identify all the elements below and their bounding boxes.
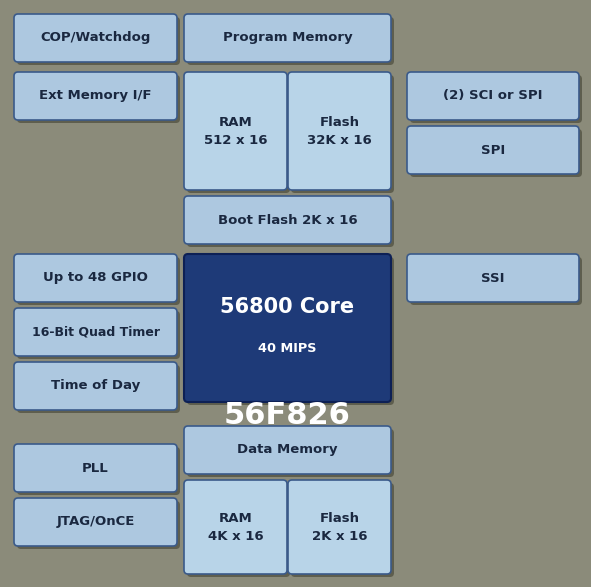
FancyBboxPatch shape <box>187 483 290 577</box>
FancyBboxPatch shape <box>184 72 287 190</box>
Text: Program Memory: Program Memory <box>223 32 352 45</box>
FancyBboxPatch shape <box>407 254 579 302</box>
Text: RAM
4K x 16: RAM 4K x 16 <box>207 511 264 542</box>
FancyBboxPatch shape <box>17 17 180 65</box>
FancyBboxPatch shape <box>407 126 579 174</box>
Text: (2) SCI or SPI: (2) SCI or SPI <box>443 89 543 103</box>
Text: Ext Memory I/F: Ext Memory I/F <box>39 89 152 103</box>
FancyBboxPatch shape <box>17 311 180 359</box>
Text: COP/Watchdog: COP/Watchdog <box>40 32 151 45</box>
FancyBboxPatch shape <box>17 365 180 413</box>
Text: Time of Day: Time of Day <box>51 380 140 393</box>
FancyBboxPatch shape <box>407 72 579 120</box>
Text: JTAG/OnCE: JTAG/OnCE <box>56 515 135 528</box>
FancyBboxPatch shape <box>410 257 582 305</box>
FancyBboxPatch shape <box>187 429 394 477</box>
FancyBboxPatch shape <box>187 17 394 65</box>
Text: Data Memory: Data Memory <box>237 444 337 457</box>
FancyBboxPatch shape <box>14 308 177 356</box>
FancyBboxPatch shape <box>14 254 177 302</box>
FancyBboxPatch shape <box>410 75 582 123</box>
FancyBboxPatch shape <box>184 14 391 62</box>
Text: 56F826: 56F826 <box>223 402 350 430</box>
FancyBboxPatch shape <box>187 257 394 405</box>
Text: Boot Flash 2K x 16: Boot Flash 2K x 16 <box>217 214 358 227</box>
Text: 40 MIPS: 40 MIPS <box>258 342 317 356</box>
FancyBboxPatch shape <box>184 196 391 244</box>
FancyBboxPatch shape <box>291 483 394 577</box>
Text: SSI: SSI <box>481 272 505 285</box>
FancyBboxPatch shape <box>17 501 180 549</box>
FancyBboxPatch shape <box>14 362 177 410</box>
Text: 16-Bit Quad Timer: 16-Bit Quad Timer <box>31 326 160 339</box>
FancyBboxPatch shape <box>17 75 180 123</box>
FancyBboxPatch shape <box>14 14 177 62</box>
FancyBboxPatch shape <box>187 75 290 193</box>
FancyBboxPatch shape <box>14 498 177 546</box>
FancyBboxPatch shape <box>288 72 391 190</box>
Text: PLL: PLL <box>82 461 109 474</box>
FancyBboxPatch shape <box>17 447 180 495</box>
FancyBboxPatch shape <box>17 257 180 305</box>
FancyBboxPatch shape <box>184 254 391 402</box>
FancyBboxPatch shape <box>14 72 177 120</box>
Text: SPI: SPI <box>481 143 505 157</box>
Text: RAM
512 x 16: RAM 512 x 16 <box>204 116 267 147</box>
Text: Flash
2K x 16: Flash 2K x 16 <box>311 511 367 542</box>
FancyBboxPatch shape <box>14 444 177 492</box>
Text: Flash
32K x 16: Flash 32K x 16 <box>307 116 372 147</box>
FancyBboxPatch shape <box>288 480 391 574</box>
FancyBboxPatch shape <box>184 426 391 474</box>
FancyBboxPatch shape <box>187 199 394 247</box>
FancyBboxPatch shape <box>410 129 582 177</box>
FancyBboxPatch shape <box>184 480 287 574</box>
FancyBboxPatch shape <box>291 75 394 193</box>
Text: 56800 Core: 56800 Core <box>220 297 355 317</box>
Text: Up to 48 GPIO: Up to 48 GPIO <box>43 272 148 285</box>
